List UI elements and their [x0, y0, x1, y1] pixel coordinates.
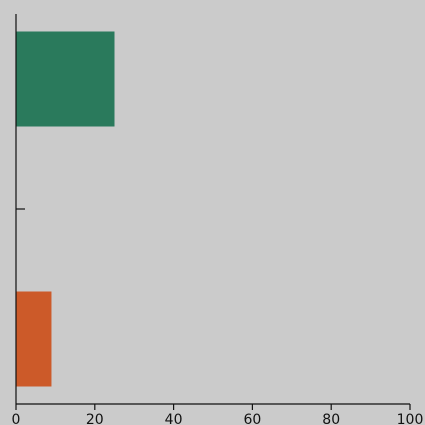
bar-3 — [16, 291, 52, 387]
x-ticks-layer: 0 20 40 60 80 100 — [12, 404, 424, 425]
x-tick-label-0: 0 — [12, 412, 21, 425]
x-tick-label-100: 100 — [397, 412, 424, 425]
bars-layer — [16, 31, 115, 387]
bar-1 — [16, 31, 115, 127]
x-tick-label-20: 20 — [86, 412, 104, 425]
x-tick-label-80: 80 — [322, 412, 340, 425]
x-tick-label-60: 60 — [243, 412, 261, 425]
x-tick-label-40: 40 — [165, 412, 183, 425]
